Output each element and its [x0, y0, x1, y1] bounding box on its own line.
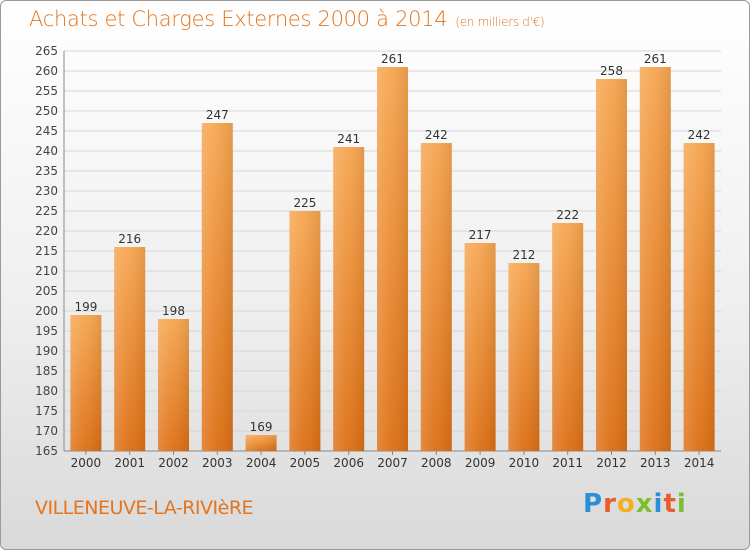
bar-shine	[158, 319, 189, 451]
data-label-2007: 261	[381, 52, 404, 66]
bar-shine	[333, 147, 365, 451]
bar-shine	[552, 223, 584, 451]
data-label-2005: 225	[293, 196, 316, 210]
x-tick-label: 2013	[640, 456, 671, 470]
data-label-2004: 169	[250, 420, 273, 434]
x-tick-label: 2009	[465, 456, 496, 470]
x-tick-label: 2008	[421, 456, 452, 470]
y-tick-label: 260	[35, 64, 58, 78]
y-tick-label: 265	[35, 44, 58, 58]
bar-shine	[683, 143, 715, 451]
bar-shine	[201, 123, 233, 451]
x-tick-label: 2004	[246, 456, 277, 470]
data-label-2010: 212	[512, 248, 535, 262]
logo-letter: r	[603, 489, 617, 519]
logo-letter: i	[676, 489, 687, 519]
x-tick-label: 2003	[202, 456, 233, 470]
bar-shine	[114, 247, 146, 451]
y-tick-label: 195	[35, 324, 58, 338]
y-tick-label: 240	[35, 144, 58, 158]
y-tick-label: 200	[35, 304, 58, 318]
y-tick-label: 165	[35, 444, 58, 458]
data-label-2001: 216	[118, 232, 141, 246]
data-label-2013: 261	[644, 52, 667, 66]
y-tick-label: 255	[35, 84, 58, 98]
y-tick-label: 230	[35, 184, 58, 198]
x-tick-label: 2010	[509, 456, 540, 470]
y-tick-label: 245	[35, 124, 58, 138]
data-label-2002: 198	[162, 304, 185, 318]
x-tick-label: 2014	[684, 456, 715, 470]
x-tick-label: 2012	[596, 456, 627, 470]
x-tick-label: 2001	[114, 456, 145, 470]
bar-shine	[70, 315, 102, 451]
logo-letter: o	[616, 489, 636, 519]
x-tick-label: 2005	[290, 456, 321, 470]
data-label-2012: 258	[600, 64, 623, 78]
bar-shine	[596, 79, 627, 451]
bars	[70, 67, 715, 451]
logo-letter: i	[653, 489, 664, 519]
data-label-2000: 199	[74, 300, 97, 314]
y-tick-label: 225	[35, 204, 58, 218]
bar-shine	[464, 243, 496, 451]
y-tick-label: 210	[35, 264, 58, 278]
data-label-2014: 242	[688, 128, 711, 142]
chart-subtitle: (en milliers d'€)	[455, 15, 545, 29]
city-name: VILLENEUVE-LA-RIVIèRE	[35, 497, 254, 519]
proxiti-logo-icon[interactable]: Proxiti	[583, 489, 687, 519]
y-tick-label: 190	[35, 344, 58, 358]
y-tick-label: 250	[35, 104, 58, 118]
x-tick-label: 2006	[333, 456, 364, 470]
data-label-2009: 217	[469, 228, 492, 242]
x-tick-label: 2002	[158, 456, 189, 470]
data-label-2006: 241	[337, 132, 360, 146]
bar-shine	[377, 67, 408, 451]
data-label-2008: 242	[425, 128, 448, 142]
chart-title: Achats et Charges Externes 2000 à 2014 (e…	[29, 7, 545, 31]
logo-letter: x	[635, 489, 654, 519]
y-tick-label: 180	[35, 384, 58, 398]
y-tick-label: 220	[35, 224, 58, 238]
logo-letter: t	[663, 489, 677, 519]
y-tick-label: 175	[35, 404, 58, 418]
x-tick-label: 2000	[71, 456, 102, 470]
chart-title-text: Achats et Charges Externes 2000 à 2014	[29, 7, 448, 31]
bar-shine	[289, 211, 321, 451]
x-tick-labels: 2000 2001 2002 2003 2004 2005 2006 2007 2008 2009…	[71, 451, 715, 470]
y-tick-label: 170	[35, 424, 58, 438]
y-tick-label: 235	[35, 164, 58, 178]
data-labels: 199 216 198 247 169 225 241 261 242 217 212 222 258 2…	[74, 52, 710, 434]
y-tick-label: 205	[35, 284, 58, 298]
bar-shine	[508, 263, 540, 451]
bar-shine	[639, 67, 671, 451]
y-tick-label: 185	[35, 364, 58, 378]
bar-shine	[245, 435, 277, 451]
x-tick-label: 2007	[377, 456, 408, 470]
data-label-2003: 247	[206, 108, 229, 122]
x-tick-label: 2011	[552, 456, 583, 470]
bar-shine	[420, 143, 452, 451]
data-label-2011: 222	[556, 208, 579, 222]
logo-letter: P	[583, 489, 604, 519]
y-tick-labels: 165 170 175 180 185 190 195 200 205 210 215 220 225 2…	[35, 44, 58, 458]
y-tick-label: 215	[35, 244, 58, 258]
